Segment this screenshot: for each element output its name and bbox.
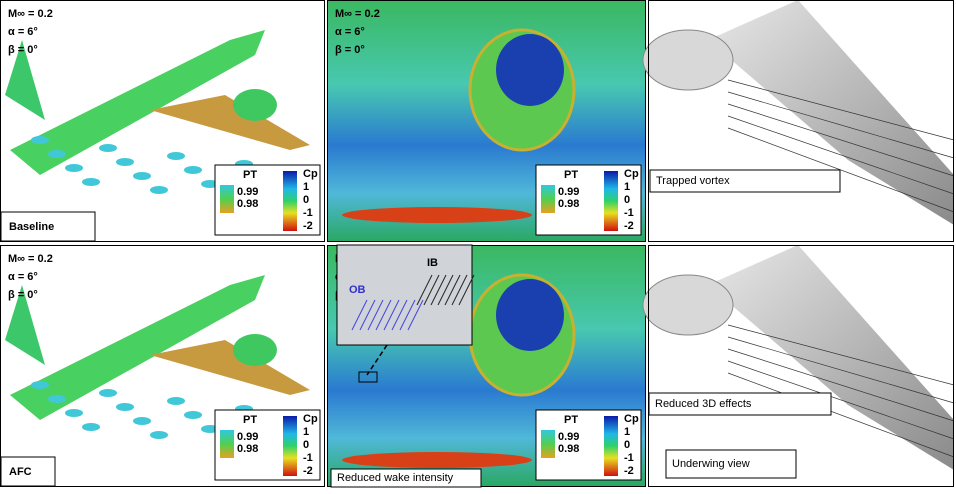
legend-tick: 0 [303,194,309,206]
wake [82,423,100,431]
wake [48,150,66,158]
wake [31,136,49,144]
legend-tick: 0.99 [237,431,258,443]
wake [167,152,185,160]
panel: Reduced 3D effects Underwing view [643,245,954,487]
legend-tick: -2 [624,220,634,232]
condition: β = 0° [8,44,38,56]
legend-title: PT [243,169,257,181]
annotation: Reduced 3D effects [655,398,752,410]
condition: M∞ = 0.2 [8,253,53,265]
condition: β = 0° [8,289,38,301]
legend-tick: -1 [624,452,634,464]
colorbar [283,416,297,476]
wake [133,417,151,425]
inset-label: IB [427,257,438,269]
legend-tick: 0.99 [558,186,579,198]
wake [65,164,83,172]
legend-tick: -2 [303,220,313,232]
condition: α = 6° [8,271,38,283]
inlet [496,279,564,351]
panel: Trapped vortex [643,0,954,242]
legend-tick: 0 [624,439,630,451]
legend-title: Cp [624,168,639,180]
colorbar [604,416,618,476]
wake [99,389,117,397]
wake [82,178,100,186]
annotation: Underwing view [672,458,750,470]
inset-label: OB [349,284,366,296]
nacelle [233,89,277,121]
nacelle [643,275,733,335]
legend-tick: -1 [624,207,634,219]
nacelle [233,334,277,366]
wake [31,381,49,389]
legend-title: Cp [303,168,318,180]
legend-tick: 1 [303,181,309,193]
colorbar [220,430,234,458]
legend-tick: 0.98 [558,443,579,455]
wake [150,431,168,439]
legend-tick: 0.99 [558,431,579,443]
colorbar [283,171,297,231]
panel: M∞ = 0.2α = 6°β = 0°PT0.990.98Cp10-1-2OB… [327,245,646,487]
wake [167,397,185,405]
wake [65,409,83,417]
legend-tick: 1 [624,426,630,438]
wake [342,452,532,468]
wake [342,207,532,223]
legend-title: PT [564,169,578,181]
legend-tick: -1 [303,452,313,464]
wake [48,395,66,403]
legend-tick: -1 [303,207,313,219]
legend-tick: 1 [624,181,630,193]
legend-tick: 0.99 [237,186,258,198]
wake [99,144,117,152]
nacelle [643,30,733,90]
legend-tick: 1 [303,426,309,438]
wake [116,403,134,411]
figure: M∞ = 0.2α = 6°β = 0°PT0.990.98Cp10-1-2Ba… [0,0,956,489]
wake [133,172,151,180]
legend-tick: 0.98 [237,443,258,455]
legend-title: Cp [303,413,318,425]
legend-title: Cp [624,413,639,425]
annotation: Reduced wake intensity [337,472,454,484]
panel-label: Baseline [9,221,54,233]
annotation: Trapped vortex [656,175,730,187]
legend-title: PT [564,414,578,426]
legend-tick: 0 [624,194,630,206]
wake [116,158,134,166]
legend-tick: 0.98 [558,198,579,210]
legend-tick: 0.98 [237,198,258,210]
condition: M∞ = 0.2 [8,8,53,20]
colorbar [604,171,618,231]
colorbar [541,430,555,458]
wake [184,411,202,419]
colorbar [541,185,555,213]
condition: M∞ = 0.2 [335,8,380,20]
panel-label: AFC [9,466,32,478]
legend-tick: 0 [303,439,309,451]
wake [184,166,202,174]
condition: β = 0° [335,44,365,56]
legend-tick: -2 [624,465,634,477]
legend-tick: -2 [303,465,313,477]
wake [150,186,168,194]
condition: α = 6° [8,26,38,38]
colorbar [220,185,234,213]
condition: α = 6° [335,26,365,38]
legend-title: PT [243,414,257,426]
inlet [496,34,564,106]
